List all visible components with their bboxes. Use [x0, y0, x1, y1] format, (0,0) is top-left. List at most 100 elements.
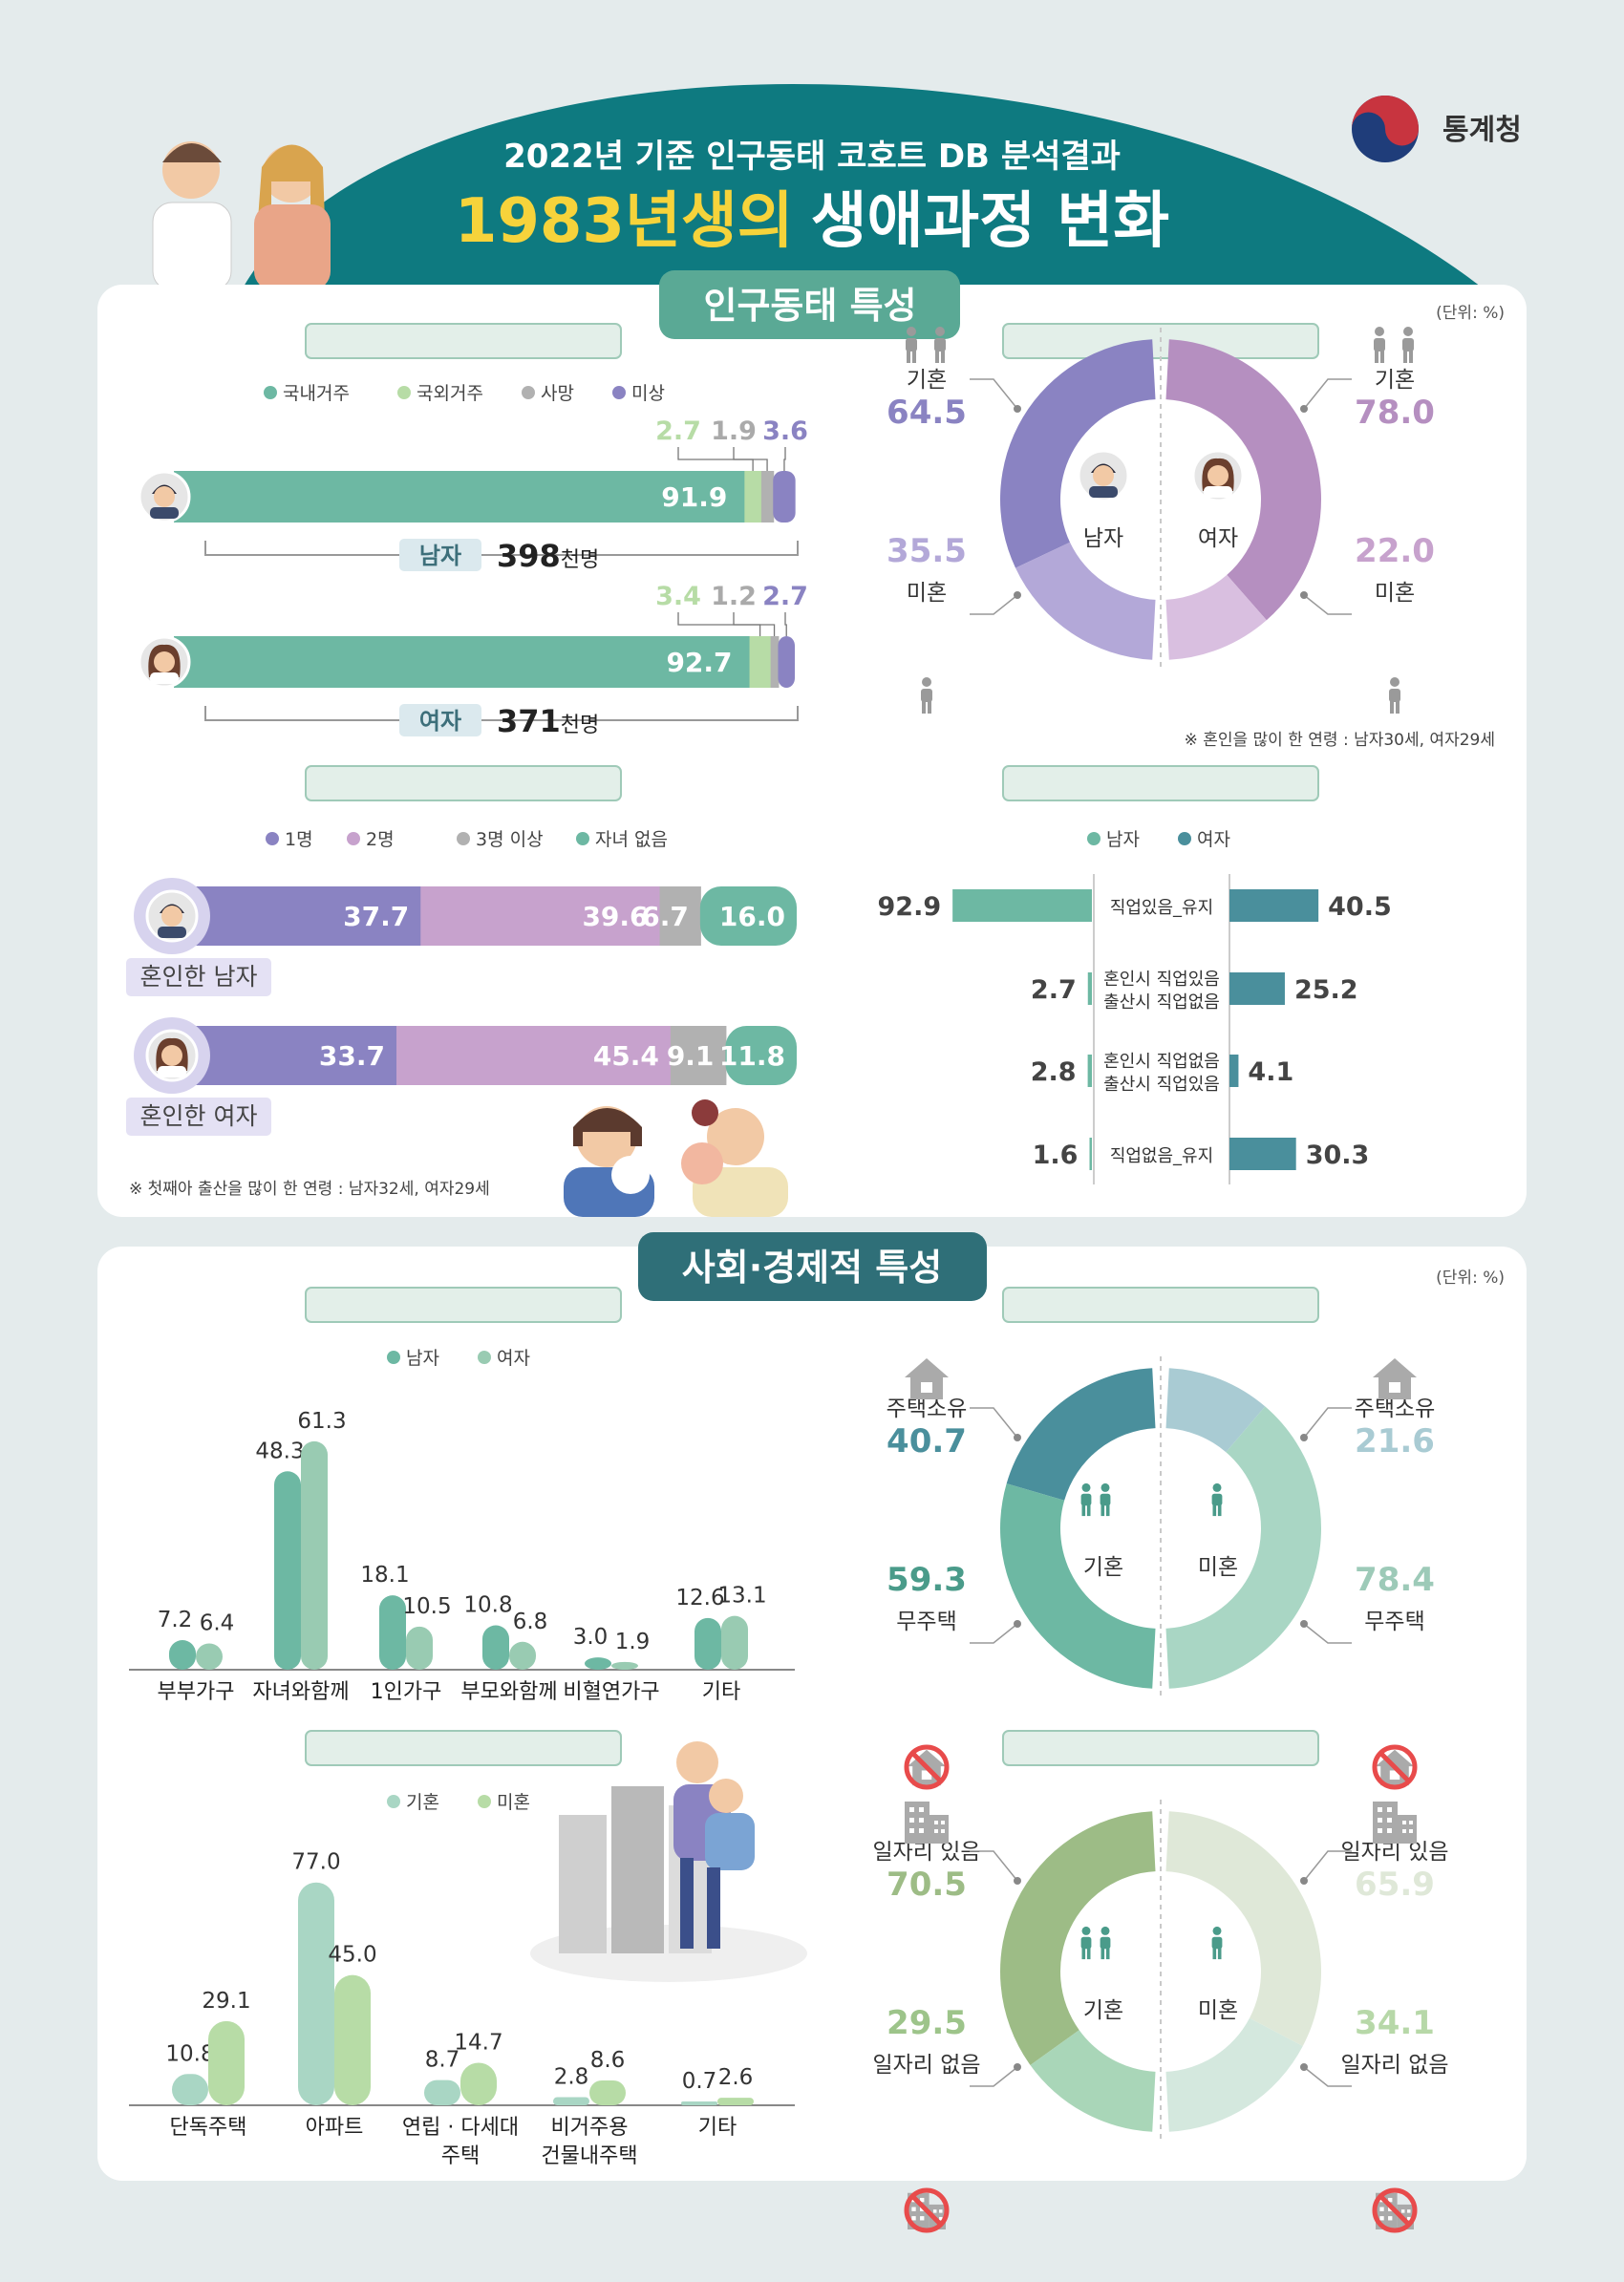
donut-group-label: 미혼	[1198, 1998, 1238, 2023]
legend-household: 남자 여자	[387, 1348, 530, 1369]
donut-slice-label: 일자리 있음	[1340, 1840, 1448, 1865]
job-change-chart-title-box	[1002, 765, 1319, 801]
job-value-female: 4.1	[1248, 1057, 1293, 1087]
household-chart-title	[305, 1287, 622, 1323]
residence-leader-line	[784, 612, 787, 636]
residence-leader-line	[677, 447, 754, 471]
donut-slice	[1000, 339, 1156, 568]
household-bar	[379, 1595, 406, 1670]
job-bar-male	[1087, 972, 1092, 1005]
legend-label: 기혼	[406, 1792, 439, 1813]
donut-slice-label: 일자리 없음	[872, 2053, 980, 2078]
legend-swatch	[266, 832, 279, 845]
legend-label: 국외거주	[417, 383, 483, 404]
donut-slice-value: 21.6	[1355, 1422, 1435, 1461]
header-banner	[244, 84, 1481, 287]
residence-bar-segment	[174, 471, 746, 523]
children-bar-segment	[193, 1026, 397, 1085]
dwelling-chart-title-box	[305, 1730, 622, 1766]
household-category-label: 비혈연가구	[563, 1680, 659, 1704]
legend-label: 1명	[285, 829, 313, 850]
donut-leader-dot	[1014, 1434, 1021, 1441]
donut-slice	[1000, 1811, 1156, 2065]
donut-group-label: 기혼	[1083, 1998, 1123, 2023]
legend-swatch	[387, 1351, 400, 1364]
dwelling-bar	[424, 2079, 460, 2105]
panel-socioeconomic	[97, 1247, 1527, 2181]
job-value-male: 2.8	[1031, 1057, 1077, 1087]
donut-group-label: 미혼	[1198, 1555, 1238, 1580]
header-title: 1983년생의 생애과정 변화	[455, 186, 1169, 257]
children-chart: 37.7 39.66.7 16.0 혼인한 남자 33.7 45.4 9.1 11.8 혼인한 …	[126, 878, 797, 1199]
household-value-label: 12.6	[675, 1586, 724, 1610]
residence-value-label: 3.4	[655, 582, 701, 611]
donut-slice-label: 기혼	[1375, 368, 1415, 393]
household-value-label: 48.3	[255, 1439, 304, 1463]
legend-swatch	[387, 1795, 400, 1808]
residence-value-label: 3.6	[762, 416, 808, 446]
children-value-label: 16.0	[719, 901, 785, 932]
legend-swatch	[478, 1795, 491, 1808]
job-category-label: 혼인시 직업있음	[1103, 970, 1220, 990]
job-category-label: 혼인시 직업없음	[1103, 1052, 1220, 1072]
bracket-line	[204, 706, 799, 721]
children-bar-segment	[725, 1026, 797, 1085]
residence-value-label: 1.9	[711, 416, 757, 446]
children-bar-segment	[193, 886, 422, 946]
children-bar-segment	[699, 886, 797, 946]
children-value-label: 45.4	[593, 1040, 659, 1072]
legend-swatch	[478, 1351, 491, 1364]
marriage-note: ※ 혼인을 많이 한 연령 : 남자30세, 여자29세	[1185, 731, 1495, 750]
children-bar-segment	[670, 1026, 727, 1085]
donut-slice	[1165, 574, 1267, 660]
household-bar	[169, 1640, 196, 1670]
economic-chart-title-box	[1002, 1730, 1319, 1766]
children-value-label: 39.6	[582, 901, 648, 932]
donut-leader-dot	[1014, 1877, 1021, 1885]
donut-slice-label: 무주택	[1364, 1610, 1424, 1634]
donut-slice-value: 78.0	[1355, 394, 1435, 432]
donut-slice-value: 70.5	[887, 1866, 967, 1904]
household-category-label: 자녀와함께	[252, 1680, 349, 1704]
donut-slice-value: 35.5	[887, 532, 967, 570]
job-value-male: 2.7	[1031, 975, 1077, 1005]
children-bar-segment	[420, 886, 661, 946]
household-category-label: 기타	[702, 1680, 740, 1704]
shirt	[158, 927, 186, 938]
legend-label: 3명 이상	[476, 829, 544, 850]
children-note: ※ 첫째아 출산을 많이 한 연령 : 남자32세, 여자29세	[129, 1180, 490, 1199]
household-value-label: 1.9	[615, 1630, 651, 1654]
job-category-label: 출산시 직업있음	[1103, 1075, 1220, 1095]
legend-label: 미혼	[497, 1792, 530, 1813]
section-title-demographic-text: 인구동태 특성	[704, 285, 917, 327]
donut-slice	[1165, 2017, 1303, 2132]
married-tag-label: 혼인한 남자	[140, 963, 258, 991]
donut-slice	[1030, 2030, 1156, 2132]
donut-group-label: 기혼	[1083, 1555, 1123, 1580]
dwelling-bar	[553, 2097, 589, 2105]
gender-tag-label: 여자	[419, 708, 461, 735]
birth-count-value: 371	[497, 703, 561, 739]
household-value-label: 18.1	[360, 1563, 409, 1588]
agency-name: 통계청	[1442, 114, 1522, 147]
donut-slice-label: 무주택	[896, 1610, 956, 1634]
donut-slice-value: 22.0	[1355, 532, 1435, 570]
donut-leader-dot	[1300, 1434, 1308, 1441]
household-bar	[196, 1643, 223, 1670]
legend-residence: 국내거주 국외거주 사망 미상	[264, 383, 665, 404]
donut-slice	[1165, 339, 1322, 621]
children-value-label: 11.8	[719, 1040, 785, 1072]
household-bar	[694, 1617, 721, 1670]
children-value-label: 6.7	[641, 901, 689, 932]
residence-bar-segment	[778, 636, 795, 688]
bracket-line	[204, 541, 799, 556]
legend-swatch	[347, 832, 360, 845]
dwelling-value-label: 8.6	[590, 2048, 626, 2073]
dwelling-value-label: 77.0	[291, 1850, 340, 1875]
agency-logo: 통계청	[1352, 96, 1522, 162]
donut-leader-line	[1303, 594, 1352, 615]
dwelling-bar	[717, 2098, 754, 2105]
residence-row: 92.7 3.4 1.2 2.7 여자 371천명	[138, 582, 808, 739]
residence-chart-title-box	[305, 323, 622, 359]
children-row: 37.7 39.66.7 16.0 혼인한 남자	[126, 878, 797, 996]
